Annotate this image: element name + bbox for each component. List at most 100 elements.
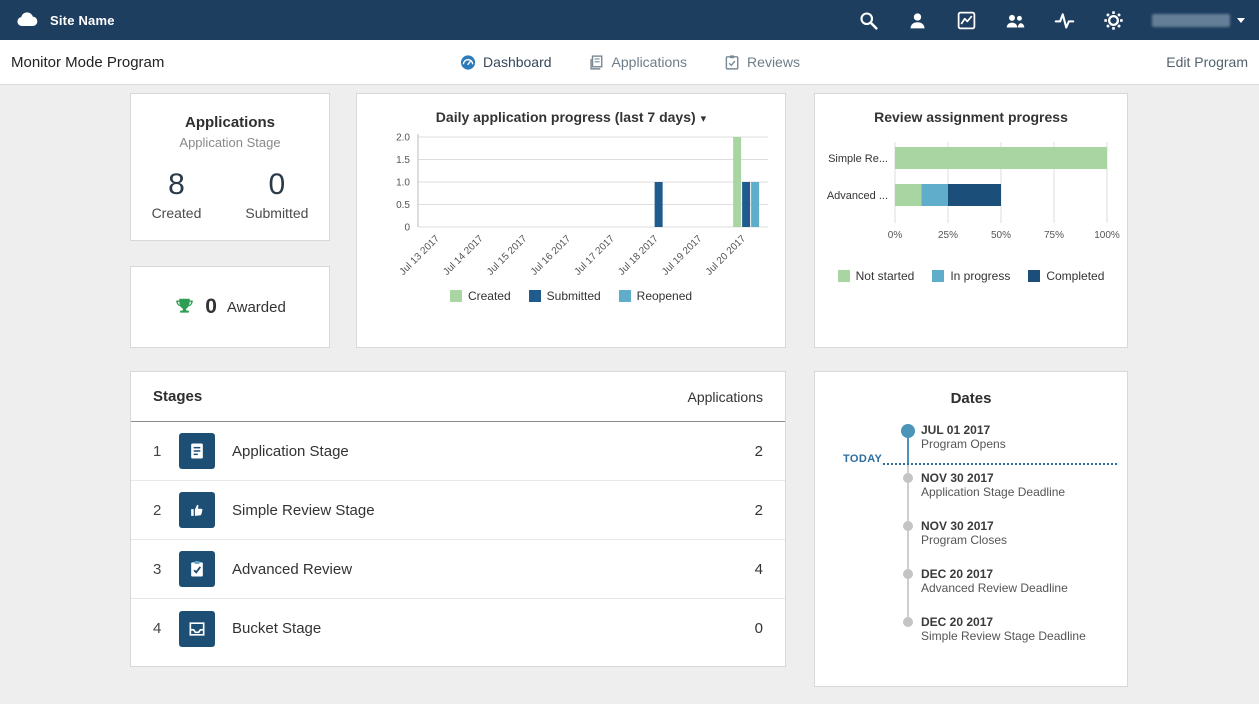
svg-text:Jul 17 2017: Jul 17 2017	[573, 233, 618, 278]
daily-chart-title: Daily application progress (last 7 days)…	[357, 109, 785, 125]
top-navbar: Site Name	[0, 0, 1259, 40]
timeline-label: Program Opens	[921, 437, 1006, 451]
svg-text:1.0: 1.0	[396, 178, 410, 189]
search-icon[interactable]	[858, 10, 879, 31]
legend-item-reopened: Reopened	[619, 289, 692, 303]
stages-title: Stages	[153, 388, 202, 405]
app-logo[interactable]	[14, 7, 40, 33]
dates-title: Dates	[815, 390, 1127, 407]
svg-text:0%: 0%	[888, 230, 903, 241]
timeline-dot	[903, 569, 913, 579]
stage-row-bucket-stage[interactable]: 4 Bucket Stage 0	[131, 599, 785, 658]
legend-item-in-progress: In progress	[932, 269, 1010, 283]
stage-row-simple-review-stage[interactable]: 2 Simple Review Stage 2	[131, 481, 785, 540]
timeline-label: Advanced Review Deadline	[921, 581, 1068, 595]
svg-text:0.5: 0.5	[396, 200, 410, 211]
stages-card: Stages Applications 1 Application Stage …	[130, 371, 786, 667]
legend-item-completed: Completed	[1028, 269, 1104, 283]
review-progress-card: Review assignment progress 0%25%50%75%10…	[814, 93, 1128, 348]
svg-text:50%: 50%	[991, 230, 1011, 241]
bucket-icon	[179, 611, 215, 647]
stage-number: 4	[153, 620, 179, 637]
completed-legend-label: Completed	[1046, 269, 1104, 283]
stage-row-application-stage[interactable]: 1 Application Stage 2	[131, 422, 785, 481]
timeline-item-application-deadline: NOV 30 2017 Application Stage Deadline	[921, 471, 1065, 499]
completed-swatch	[1028, 270, 1040, 282]
applications-icon	[588, 54, 605, 71]
timeline-label: Application Stage Deadline	[921, 485, 1065, 499]
trophy-icon	[174, 297, 195, 318]
submitted-label: Submitted	[245, 205, 308, 221]
applications-card-subtitle: Application Stage	[131, 135, 329, 150]
today-label: TODAY	[843, 453, 882, 465]
stage-number: 2	[153, 502, 179, 519]
stage-row-advanced-review[interactable]: 3 Advanced Review 4	[131, 540, 785, 599]
applications-card-title: Applications	[131, 114, 329, 131]
tab-applications[interactable]: Applications	[588, 54, 688, 71]
user-icon[interactable]	[907, 10, 928, 31]
stage-count: 2	[755, 443, 763, 460]
stage-label: Bucket Stage	[232, 620, 321, 637]
timeline-label: Program Closes	[921, 533, 1007, 547]
daily-progress-card: Daily application progress (last 7 days)…	[356, 93, 786, 348]
svg-text:75%: 75%	[1044, 230, 1064, 241]
program-tabs: Dashboard Applications Reviews	[459, 54, 800, 71]
timeline-dot	[903, 617, 913, 627]
legend-item-created: Created	[450, 289, 511, 303]
timeline-dot	[903, 521, 913, 531]
awarded-label: Awarded	[227, 299, 286, 316]
submitted-count: 0	[245, 168, 308, 202]
timeline-item-simple-review-deadline: DEC 20 2017 Simple Review Stage Deadline	[921, 615, 1086, 643]
thumbs-up-icon	[179, 492, 215, 528]
tab-dashboard[interactable]: Dashboard	[459, 54, 552, 71]
dashboard-content: Applications Application Stage 8 Created…	[0, 85, 1259, 704]
timeline-item-program-closes: NOV 30 2017 Program Closes	[921, 519, 1007, 547]
tab-reviews[interactable]: Reviews	[723, 54, 800, 71]
created-stat: 8 Created	[152, 168, 202, 221]
awarded-count: 0	[205, 295, 217, 319]
stage-count: 0	[755, 620, 763, 637]
tab-applications-label: Applications	[612, 54, 688, 70]
not-started-swatch	[838, 270, 850, 282]
timeline-item-advanced-review-deadline: DEC 20 2017 Advanced Review Deadline	[921, 567, 1068, 595]
stage-label: Advanced Review	[232, 561, 352, 578]
svg-text:Jul 14 2017: Jul 14 2017	[441, 233, 486, 278]
chevron-down-icon	[1237, 18, 1245, 23]
dashboard-icon	[459, 54, 476, 71]
document-icon	[179, 433, 215, 469]
in-progress-swatch	[932, 270, 944, 282]
cloud-logo-icon	[14, 7, 40, 33]
svg-text:Jul 15 2017: Jul 15 2017	[485, 233, 530, 278]
applications-stats: 8 Created 0 Submitted	[131, 168, 329, 221]
stage-label: Application Stage	[232, 443, 349, 460]
stage-count: 2	[755, 502, 763, 519]
created-count: 8	[152, 168, 202, 202]
svg-text:Simple Re...: Simple Re...	[828, 153, 888, 165]
stage-count: 4	[755, 561, 763, 578]
user-menu[interactable]	[1152, 14, 1245, 27]
created-swatch	[450, 290, 462, 302]
chart-range-caret-icon[interactable]: ▾	[701, 113, 707, 125]
submitted-legend-label: Submitted	[547, 289, 601, 303]
dates-card: Dates TODAY JUL 01 2017 Program Opens NO…	[814, 371, 1128, 687]
submitted-swatch	[529, 290, 541, 302]
svg-text:100%: 100%	[1094, 230, 1120, 241]
review-stacked-bar-chart: 0%25%50%75%100%Simple Re...Advanced ...	[821, 135, 1121, 247]
svg-text:Jul 18 2017: Jul 18 2017	[616, 233, 661, 278]
gear-icon[interactable]	[1103, 10, 1124, 31]
reviews-icon	[723, 54, 740, 71]
created-label: Created	[152, 205, 202, 221]
program-title: Monitor Mode Program	[11, 54, 164, 71]
chart-icon[interactable]	[956, 10, 977, 31]
people-icon[interactable]	[1005, 10, 1026, 31]
stages-header: Stages Applications	[131, 372, 785, 422]
svg-text:Jul 20 2017: Jul 20 2017	[704, 233, 749, 278]
edit-program-link[interactable]: Edit Program	[1166, 54, 1248, 70]
stage-number: 1	[153, 443, 179, 460]
awarded-card: 0 Awarded	[130, 266, 330, 348]
activity-icon[interactable]	[1054, 10, 1075, 31]
legend-item-not-started: Not started	[838, 269, 915, 283]
timeline-date: DEC 20 2017	[921, 567, 1068, 581]
stage-number: 3	[153, 561, 179, 578]
svg-text:2.0: 2.0	[396, 133, 410, 144]
